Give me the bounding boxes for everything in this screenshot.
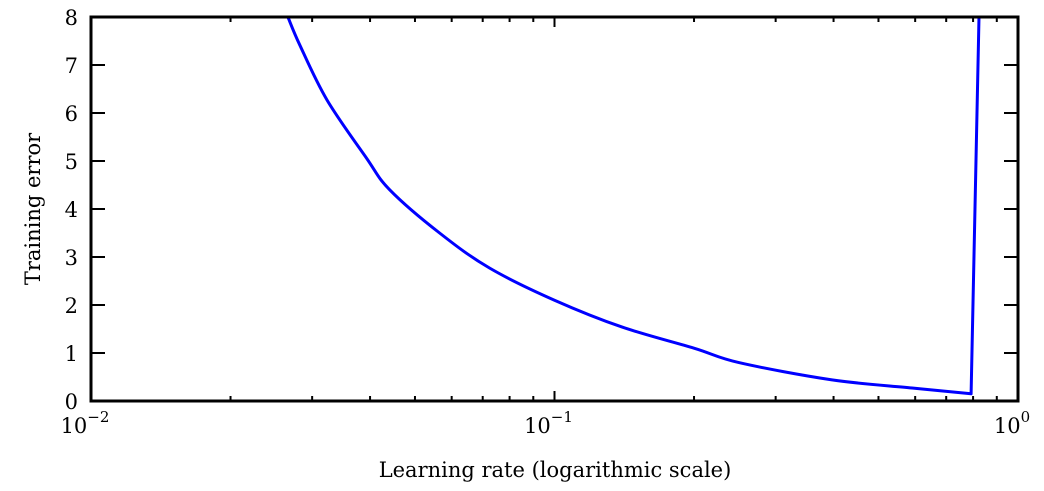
x-tick-exp: 0 — [1021, 408, 1031, 426]
x-tick-base: 10 — [61, 414, 88, 438]
x-axis-title: Learning rate (logarithmic scale) — [379, 458, 732, 482]
x-tick-label: 100 — [994, 408, 1030, 438]
x-tick-label: 10−2 — [61, 408, 110, 438]
x-tick-exp: −2 — [87, 408, 109, 426]
y-tick-label: 8 — [65, 6, 78, 30]
y-tick-label: 7 — [65, 54, 78, 78]
plot-frame — [89, 15, 1020, 403]
training-error-line — [286, 16, 981, 396]
x-tick-labels: 10−2 10−1 100 — [61, 408, 1031, 438]
y-tick-labels: 0 1 2 3 4 5 6 7 8 — [65, 6, 78, 414]
y-tick-label: 6 — [65, 102, 78, 126]
major-ticks — [90, 17, 1019, 401]
y-tick-label: 5 — [65, 150, 78, 174]
x-tick-label: 10−1 — [524, 408, 573, 438]
y-tick-label: 0 — [65, 390, 78, 414]
x-tick-base: 10 — [524, 414, 551, 438]
x-tick-base: 10 — [994, 414, 1021, 438]
minor-ticks — [229, 17, 998, 401]
x-tick-exp: −1 — [551, 408, 573, 426]
y-tick-label: 4 — [65, 198, 78, 222]
y-tick-label: 3 — [65, 246, 78, 270]
y-tick-label: 2 — [65, 294, 78, 318]
y-tick-label: 1 — [65, 342, 78, 366]
y-axis-title: Training error — [21, 132, 45, 285]
